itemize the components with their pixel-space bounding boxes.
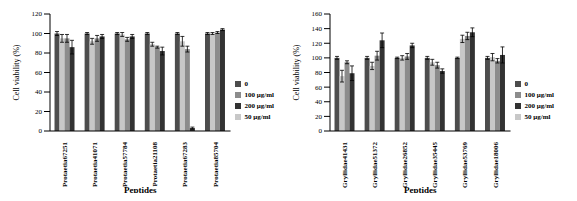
svg-text:Gryllidae35445: Gryllidae35445 <box>431 142 439 188</box>
svg-text:Gryllidae53769: Gryllidae53769 <box>461 142 469 188</box>
svg-text:Gryllidae18006: Gryllidae18006 <box>492 142 500 188</box>
svg-text:Cell viability (%): Cell viability (%) <box>292 44 301 100</box>
html-text:100 μg/ml: 100 μg/ml <box>524 90 554 99</box>
svg-text:Gryllidae26852: Gryllidae26852 <box>401 142 409 188</box>
html-text:50 μg/ml: 50 μg/ml <box>244 112 271 121</box>
svg-text:Protaetia57784: Protaetia57784 <box>121 142 129 187</box>
html-text:0: 0 <box>524 79 528 88</box>
svg-text:Gryllidae51372: Gryllidae51372 <box>371 142 379 188</box>
svg-text:40: 40 <box>315 98 323 106</box>
svg-text:Gryllidae41431: Gryllidae41431 <box>341 142 349 188</box>
html-text:200 μg/ml: 200 μg/ml <box>244 101 274 110</box>
svg-text:20: 20 <box>315 113 323 121</box>
svg-text:100: 100 <box>312 54 323 62</box>
svg-text:80: 80 <box>35 49 43 57</box>
svg-text:60: 60 <box>35 69 43 77</box>
svg-text:140: 140 <box>312 25 323 33</box>
svg-text:160: 160 <box>312 10 323 18</box>
svg-text:Peptides: Peptides <box>404 185 437 193</box>
svg-text:0: 0 <box>319 127 323 135</box>
svg-text:100: 100 <box>32 30 43 38</box>
svg-text:Protaetia21108: Protaetia21108 <box>151 142 159 187</box>
svg-text:120: 120 <box>312 40 323 48</box>
svg-text:120: 120 <box>32 10 43 18</box>
svg-text:Cell viability (%): Cell viability (%) <box>12 44 21 100</box>
html-text:0: 0 <box>244 79 248 88</box>
svg-text:Protaetia85704: Protaetia85704 <box>212 142 220 187</box>
svg-text:60: 60 <box>315 84 323 92</box>
html-text:200 μg/ml: 200 μg/ml <box>524 101 554 110</box>
html-text:50 μg/ml: 50 μg/ml <box>524 112 551 121</box>
svg-text:Protaetia67283: Protaetia67283 <box>181 142 189 187</box>
svg-text:Protaetia67251: Protaetia67251 <box>61 142 69 187</box>
svg-text:80: 80 <box>315 69 323 77</box>
svg-text:40: 40 <box>35 88 43 96</box>
svg-text:0: 0 <box>39 127 43 135</box>
svg-text:Protaetia41071: Protaetia41071 <box>91 142 99 187</box>
html-text:100 μg/ml: 100 μg/ml <box>244 90 274 99</box>
svg-text:Peptides: Peptides <box>124 185 157 193</box>
svg-text:20: 20 <box>35 108 43 116</box>
